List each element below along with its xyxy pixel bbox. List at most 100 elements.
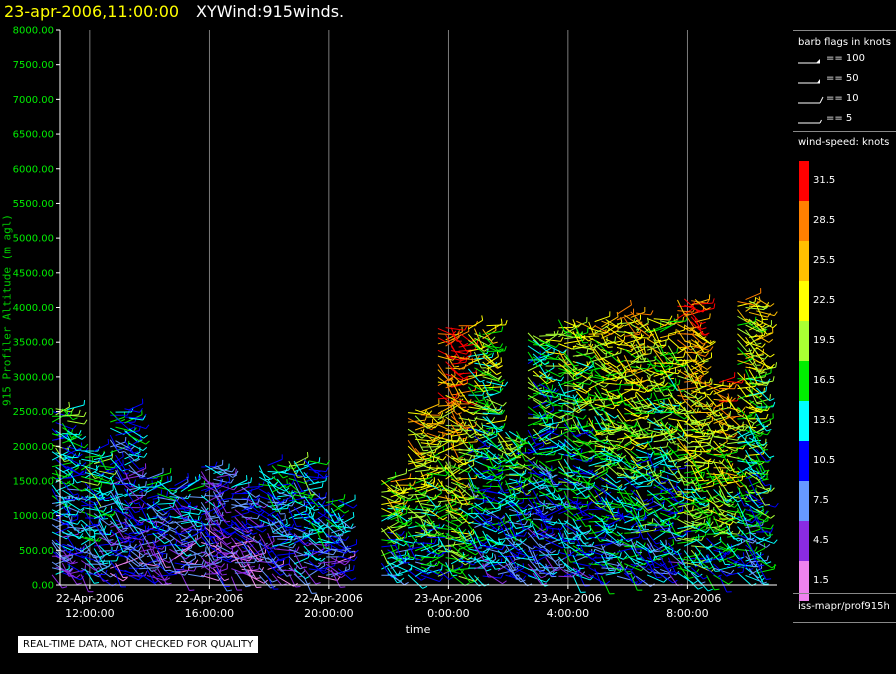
- wind-barb: [241, 564, 261, 574]
- wind-barb: [212, 560, 227, 576]
- wind-barb: [718, 560, 737, 571]
- wind-barb: [128, 415, 146, 421]
- wind-barb: [646, 338, 667, 349]
- wind-barb: [174, 543, 192, 557]
- colorbar-label: 16.5: [813, 375, 836, 386]
- wind-barb: [216, 574, 233, 592]
- wind-barb: [605, 436, 621, 450]
- colorbar-title: wind-speed: knots: [798, 137, 890, 148]
- colorbar-label: 19.5: [813, 335, 836, 346]
- wind-barb: [115, 512, 129, 530]
- colorbar-label: 1.5: [813, 575, 829, 586]
- wind-barb: [157, 532, 175, 542]
- colorbar-swatch: [799, 161, 809, 201]
- wind-barb: [128, 481, 147, 491]
- wind-barb: [695, 303, 716, 313]
- wind-barb: [187, 548, 207, 558]
- wind-barb: [486, 398, 507, 407]
- wind-barb: [601, 379, 623, 386]
- wind-barb: [81, 536, 100, 543]
- quality-notice: REAL-TIME DATA, NOT CHECKED FOR QUALITY: [18, 636, 259, 653]
- wind-barb: [213, 478, 234, 484]
- wind-barb: [204, 550, 219, 565]
- wind-barb: [623, 355, 638, 373]
- wind-barb: [293, 452, 309, 465]
- wind-barb: [527, 332, 545, 346]
- wind-barb: [653, 315, 673, 321]
- wind-barb: [128, 434, 150, 445]
- x-tick-time: 16:00:00: [185, 607, 234, 620]
- wind-barb: [110, 451, 124, 466]
- wind-barb: [67, 551, 89, 559]
- wind-barb: [756, 485, 775, 492]
- wind-barb: [200, 520, 216, 539]
- wind-barb: [109, 515, 123, 529]
- colorbar-swatch: [799, 321, 809, 361]
- wind-barb: [84, 512, 99, 526]
- wind-barb: [115, 525, 130, 540]
- wind-barb: [187, 480, 205, 492]
- x-tick-time: 4:00:00: [547, 607, 589, 620]
- wind-barb: [482, 329, 498, 344]
- wind-barb: [216, 506, 231, 523]
- wind-barb: [677, 419, 691, 436]
- wind-barb: [756, 318, 777, 329]
- wind-barb: [99, 545, 119, 552]
- wind-barb: [128, 428, 148, 439]
- chart-title-product: XYWind:915winds.: [196, 2, 345, 21]
- wind-barb: [62, 453, 82, 467]
- wind-barb: [55, 566, 74, 573]
- wind-barb: [659, 318, 676, 333]
- colorbar-swatch: [799, 401, 809, 441]
- wind-barb: [62, 532, 84, 538]
- wind-barb: [146, 467, 164, 480]
- y-axis-title: 915 Profiler Altitude (m agl): [0, 213, 14, 407]
- wind-barb: [486, 548, 508, 554]
- wind-barb: [128, 452, 148, 458]
- y-tick-label: 2000.00: [13, 442, 54, 453]
- wind-barb: [668, 558, 683, 570]
- colorbar-label: 31.5: [813, 175, 836, 186]
- wind-barb: [395, 519, 413, 527]
- wind-barb: [99, 470, 118, 476]
- x-tick-time: 0:00:00: [427, 607, 469, 620]
- wind-barb: [486, 338, 503, 352]
- legend-separator: [793, 593, 896, 594]
- wind-barb: [98, 487, 110, 502]
- wind-barb: [381, 495, 399, 503]
- wind-barb: [146, 503, 168, 516]
- wind-barb: [152, 539, 166, 555]
- wind-barb: [109, 439, 125, 454]
- wind-barb: [128, 398, 144, 411]
- wind-barb: [152, 501, 170, 514]
- wind-barb: [128, 509, 144, 526]
- wind-barb: [212, 484, 230, 503]
- x-tick-date: 23-Apr-2006: [653, 592, 721, 605]
- wind-barb: [216, 483, 238, 491]
- wind-barb: [545, 473, 563, 487]
- wind-barb: [271, 573, 287, 586]
- x-tick-date: 23-Apr-2006: [534, 592, 602, 605]
- wind-barb: [187, 517, 202, 531]
- wind-barb: [152, 467, 172, 479]
- wind-barb: [55, 506, 71, 520]
- flag-legend-label: == 10: [826, 93, 859, 104]
- wind-barb: [690, 312, 706, 325]
- y-axis-ticks: 0.00 500.00 1000.00 1500.00 2000.00 2500.00 30…: [13, 26, 60, 592]
- wind-barb: [180, 516, 203, 522]
- wind-barb: [458, 332, 476, 343]
- wind-barb: [216, 519, 230, 539]
- wind-barb: [80, 524, 96, 538]
- wind-barb: [128, 457, 145, 470]
- wind-barb: [486, 320, 508, 327]
- wind-barb: [93, 450, 113, 461]
- wind-barb: [234, 535, 255, 545]
- wind-barb: [616, 308, 635, 321]
- y-tick-label: 6500.00: [13, 130, 54, 141]
- wind-barb: [647, 487, 669, 496]
- flag-legend-label: == 100: [826, 53, 866, 64]
- wind-barb: [128, 490, 148, 496]
- wind-barb: [84, 450, 106, 457]
- wind-barb: [204, 464, 226, 476]
- wind-barb: [115, 454, 131, 471]
